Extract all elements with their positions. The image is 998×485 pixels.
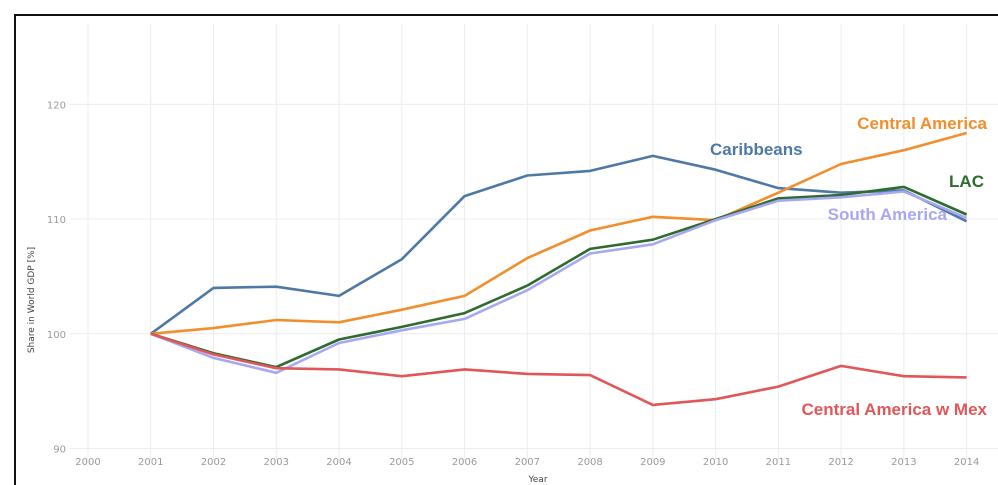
- series-label-central-america: Central America: [857, 114, 987, 133]
- x-tick-label: 2008: [577, 457, 602, 468]
- series-label-south-america: South America: [828, 205, 948, 224]
- series-line-central-america-w-mex: [150, 332, 967, 407]
- x-tick-label: 2003: [264, 457, 289, 468]
- y-tick-label: 110: [47, 215, 66, 226]
- x-tick-label: 2004: [326, 457, 351, 468]
- y-tick-label: 100: [47, 330, 66, 341]
- x-tick-label: 2001: [138, 457, 163, 468]
- grid: [70, 24, 998, 460]
- x-tick-label: 2000: [75, 457, 100, 468]
- series-label-central-america-w-mex: Central America w Mex: [802, 400, 988, 419]
- x-tick-label: 2012: [828, 457, 853, 468]
- x-tick-label: 2011: [766, 457, 791, 468]
- series-lines: [150, 131, 968, 407]
- x-axis-title: Year: [527, 475, 547, 485]
- y-axis-title: Share in World GDP [%]: [27, 247, 37, 353]
- x-tick-label: 2014: [954, 457, 979, 468]
- x-tick-label: 2002: [201, 457, 226, 468]
- y-tick-label: 90: [53, 445, 66, 456]
- series-label-lac: LAC: [949, 172, 984, 191]
- x-tick-label: 2007: [515, 457, 540, 468]
- x-tick-label: 2005: [389, 457, 414, 468]
- chart-frame: [14, 14, 998, 485]
- series-line-lac: [150, 185, 968, 369]
- y-tick-label: 120: [47, 100, 66, 111]
- y-axis-ticks: 90 100 110 120: [47, 100, 66, 455]
- x-tick-label: 2013: [891, 457, 916, 468]
- x-tick-label: 2009: [640, 457, 665, 468]
- series-label-caribbeans: Caribbeans: [710, 140, 803, 159]
- x-axis-ticks: 2000 2001 2002 2003 2004 2005 2006 2007 2008 2009…: [75, 457, 979, 468]
- x-tick-label: 2006: [452, 457, 477, 468]
- series-line-central-america: [150, 131, 967, 336]
- x-tick-label: 2010: [703, 457, 728, 468]
- series-line-caribbeans: [150, 154, 968, 335]
